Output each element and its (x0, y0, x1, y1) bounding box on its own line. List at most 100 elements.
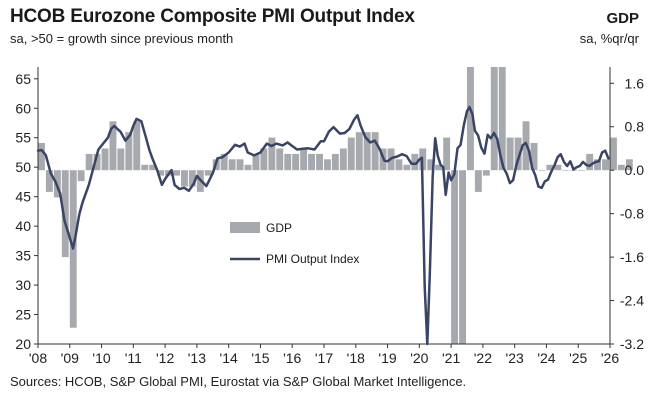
gdp-bar (403, 164, 411, 171)
right-tick-label: 1.6 (625, 75, 645, 91)
gdp-bar (45, 170, 53, 192)
gdp-bar (308, 153, 315, 171)
gdp-bar (284, 153, 292, 171)
gdp-bar (149, 164, 157, 171)
gdp-bar (125, 132, 133, 171)
gdp-bar (61, 170, 69, 258)
x-tick-label: '21 (442, 350, 460, 366)
gdp-bar (451, 170, 458, 344)
x-tick-label: '14 (220, 350, 238, 366)
left-tick-label: 40 (15, 218, 31, 234)
gdp-bar (482, 170, 490, 176)
gdp-bar (459, 170, 466, 344)
gdp-bar (355, 132, 363, 171)
gdp-bar (228, 159, 236, 171)
gdp-bar (324, 159, 331, 171)
gdp-bar (117, 148, 125, 171)
gdp-bar (498, 67, 506, 171)
gdp-bar (38, 143, 45, 171)
left-tick-label: 60 (15, 100, 31, 116)
left-tick-label: 35 (15, 248, 31, 264)
legend-gdp-swatch (230, 222, 260, 233)
x-tick-label: '10 (92, 350, 110, 366)
right-tick-label: -3.2 (620, 336, 644, 352)
gdp-bar (141, 164, 149, 171)
gdp-bar (93, 153, 101, 171)
gdp-bar (316, 153, 323, 171)
source-note: Sources: HCOB, S&P Global PMI, Eurostat … (10, 374, 467, 389)
x-tick-label: '08 (29, 350, 47, 366)
gdp-bar (474, 170, 482, 192)
gdp-bar (157, 170, 165, 176)
gdp-bar (625, 159, 633, 171)
gdp-bar (292, 153, 300, 171)
gdp-bar (371, 132, 379, 171)
gdp-bar (411, 153, 419, 171)
axes (37, 67, 611, 345)
gdp-bar (77, 170, 85, 182)
right-tick-label: -0.8 (620, 206, 644, 222)
x-tick-label: '13 (188, 350, 206, 366)
gdp-bar (554, 164, 562, 171)
left-tick-label: 65 (15, 71, 31, 87)
gdp-bar (252, 153, 260, 171)
gdp-bar (546, 164, 554, 171)
gdp-bar (594, 159, 601, 171)
legend: GDP PMI Output Index (230, 221, 359, 266)
gdp-bar (101, 148, 109, 171)
gdp-bar (427, 159, 435, 171)
x-tick-label: '11 (125, 350, 142, 366)
gdp-bar (435, 164, 443, 171)
gdp-bar (236, 159, 244, 171)
gdp-bar (562, 170, 570, 171)
gdp-bar (260, 148, 268, 171)
x-tick-label: '24 (537, 350, 555, 366)
right-axis-ticks: -3.2 -2.4 -1.6 -0.8 0.0 0.8 1.6 (610, 75, 644, 352)
gdp-bar (133, 121, 141, 171)
x-tick-label: '15 (251, 350, 269, 366)
right-tick-label: -1.6 (620, 249, 644, 265)
gdp-bar (276, 148, 284, 171)
gdp-bar (538, 170, 546, 171)
gdp-bar (220, 153, 228, 171)
gdp-bar (490, 67, 498, 171)
left-tick-label: 20 (15, 336, 31, 352)
gdp-bar (617, 164, 625, 171)
gdp-bar (395, 159, 403, 171)
gdp-bar (602, 159, 609, 171)
gdp-bar (443, 137, 451, 171)
gdp-bar (339, 148, 347, 171)
x-tick-label: '18 (347, 350, 365, 366)
right-tick-label: -2.4 (620, 293, 644, 309)
left-tick-label: 30 (15, 277, 31, 293)
gdp-bar (514, 137, 522, 171)
x-tick-label: '23 (506, 350, 524, 366)
left-tick-label: 55 (15, 130, 31, 146)
right-axis-subtitle: sa, %qr/qr (579, 31, 639, 46)
x-tick-label: '26 (601, 350, 619, 366)
gdp-bar (268, 137, 276, 171)
gdp-bar (586, 153, 594, 171)
gdp-bar (85, 153, 93, 171)
gdp-bar (331, 153, 339, 171)
left-tick-label: 50 (15, 159, 31, 175)
gdp-bar (363, 132, 371, 171)
legend-pmi-label: PMI Output Index (266, 252, 359, 266)
chart-subtitle: sa, >50 = growth since previous month (10, 31, 234, 46)
gdp-bar (610, 137, 617, 171)
x-tick-label: '09 (61, 350, 79, 366)
x-tick-label: '12 (156, 350, 174, 366)
x-tick-label: '25 (569, 350, 587, 366)
chart-title: HCOB Eurozone Composite PMI Output Index (10, 6, 415, 27)
x-axis-ticks: '08 '09 '10 '11 '12 '13 '14 '15 '16 '17 '18 '19 '20 '… (29, 344, 619, 366)
gdp-bar (467, 67, 474, 171)
right-tick-label: 0.8 (625, 119, 645, 135)
gdp-bar (578, 170, 586, 171)
x-tick-label: '17 (315, 350, 333, 366)
right-tick-label: 0.0 (625, 162, 645, 178)
gdp-bar (506, 137, 514, 171)
x-tick-label: '22 (474, 350, 492, 366)
x-tick-label: '16 (283, 350, 301, 366)
gdp-bar (188, 170, 196, 187)
